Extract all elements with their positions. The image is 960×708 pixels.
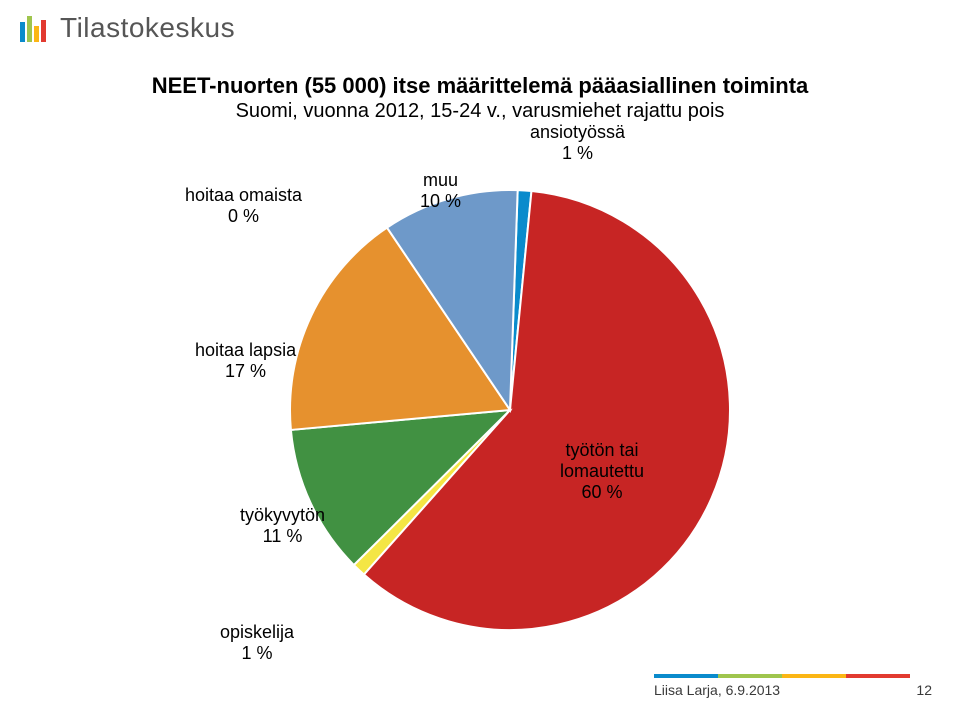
footer-stripe-segment: [718, 674, 782, 678]
footer-stripe-segment: [654, 674, 718, 678]
pie-slice-label: hoitaa omaista 0 %: [185, 185, 302, 227]
slide-footer: Liisa Larja, 6.9.2013 12: [0, 672, 960, 708]
pie-slice-label: hoitaa lapsia 17 %: [195, 340, 296, 382]
footer-stripe-segment: [782, 674, 846, 678]
pie-chart: ansiotyössä 1 %työtön tai lomautettu 60 …: [170, 130, 790, 650]
logo-mark-icon: [18, 12, 50, 44]
brand-logo: Tilastokeskus: [18, 12, 235, 44]
slide-page: Tilastokeskus NEET-nuorten (55 000) itse…: [0, 0, 960, 708]
pie-slice-label: työkyvytön 11 %: [240, 505, 325, 547]
footer-stripe-segment: [846, 674, 910, 678]
footer-page-number: 12: [916, 682, 932, 698]
chart-subtitle: Suomi, vuonna 2012, 15-24 v., varusmiehe…: [0, 100, 960, 123]
footer-author-date: Liisa Larja, 6.9.2013: [654, 682, 780, 698]
brand-name: Tilastokeskus: [60, 12, 235, 44]
pie-slice-label: opiskelija 1 %: [220, 622, 294, 664]
chart-title: NEET-nuorten (55 000) itse määrittelemä …: [0, 72, 960, 100]
pie-slice-label: työtön tai lomautettu 60 %: [560, 440, 644, 503]
pie-slice-label: ansiotyössä 1 %: [530, 122, 625, 164]
footer-stripe-icon: [654, 674, 910, 678]
pie-slice-label: muu 10 %: [420, 170, 461, 212]
